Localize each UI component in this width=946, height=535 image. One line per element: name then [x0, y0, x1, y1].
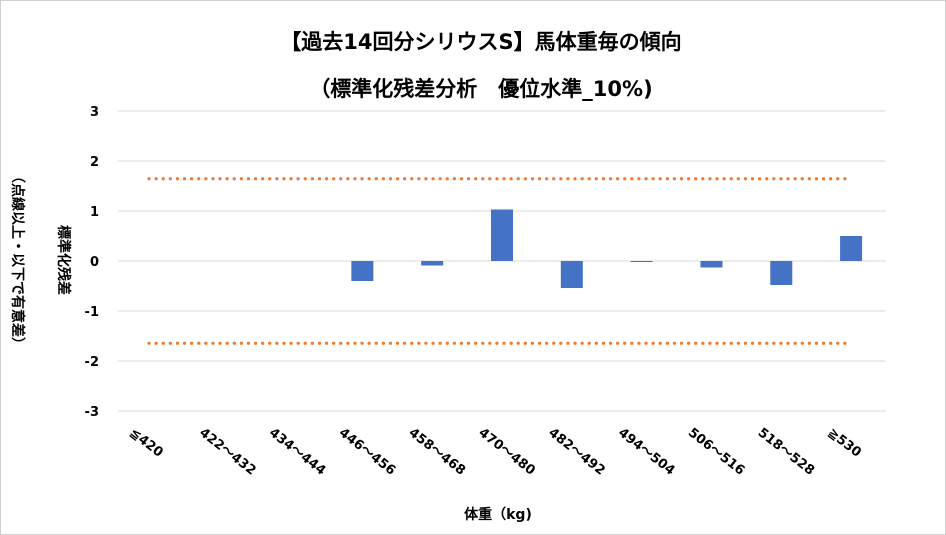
y-tick-label: 0 — [90, 255, 99, 270]
x-tick-label: 470～480 — [476, 425, 538, 478]
bar — [560, 261, 583, 288]
x-tick-label: 506～516 — [685, 425, 747, 478]
x-tick-label: 434～444 — [266, 425, 328, 478]
y-axis-note: （点線以上・以下で有意差） — [9, 169, 26, 351]
y-tick-label: 1 — [90, 205, 99, 220]
x-tick-labels: ≦420 422～432 434～444 446～456 458～468 470～480 4… — [126, 425, 863, 478]
y-axis-label: 標準化残差 — [55, 225, 72, 295]
y-tick-label: 2 — [90, 155, 99, 170]
x-tick-label: 518～528 — [755, 425, 817, 478]
x-tick-label: 482～492 — [545, 425, 607, 478]
x-axis-label: 体重（kg) — [464, 506, 532, 523]
x-tick-label: 446～456 — [336, 425, 398, 478]
y-tick-labels: 3 2 1 0 -1 -2 -3 — [85, 105, 99, 420]
x-tick-label: 494～504 — [615, 425, 677, 478]
y-tick-label: -2 — [85, 355, 99, 370]
bar — [351, 261, 374, 281]
y-tick-label: -1 — [85, 305, 99, 320]
bars — [351, 209, 863, 288]
bar — [491, 209, 513, 261]
bar — [770, 261, 793, 285]
chart-subtitle: （標準化残差分析 優位水準_10%) — [309, 77, 652, 101]
bar — [421, 261, 444, 266]
x-tick-label: ≦420 — [126, 425, 165, 460]
bar — [700, 261, 723, 268]
x-tick-label: 458～468 — [406, 425, 468, 478]
x-tick-label: 422～432 — [196, 425, 258, 478]
threshold-lines — [147, 177, 847, 345]
y-tick-label: -3 — [85, 405, 99, 420]
bar — [630, 261, 653, 262]
x-tick-label: ≧530 — [825, 425, 864, 460]
bar — [840, 236, 863, 261]
chart-title: 【過去14回分シリウスS】馬体重毎の傾向 — [280, 30, 681, 54]
y-tick-label: 3 — [90, 105, 99, 120]
